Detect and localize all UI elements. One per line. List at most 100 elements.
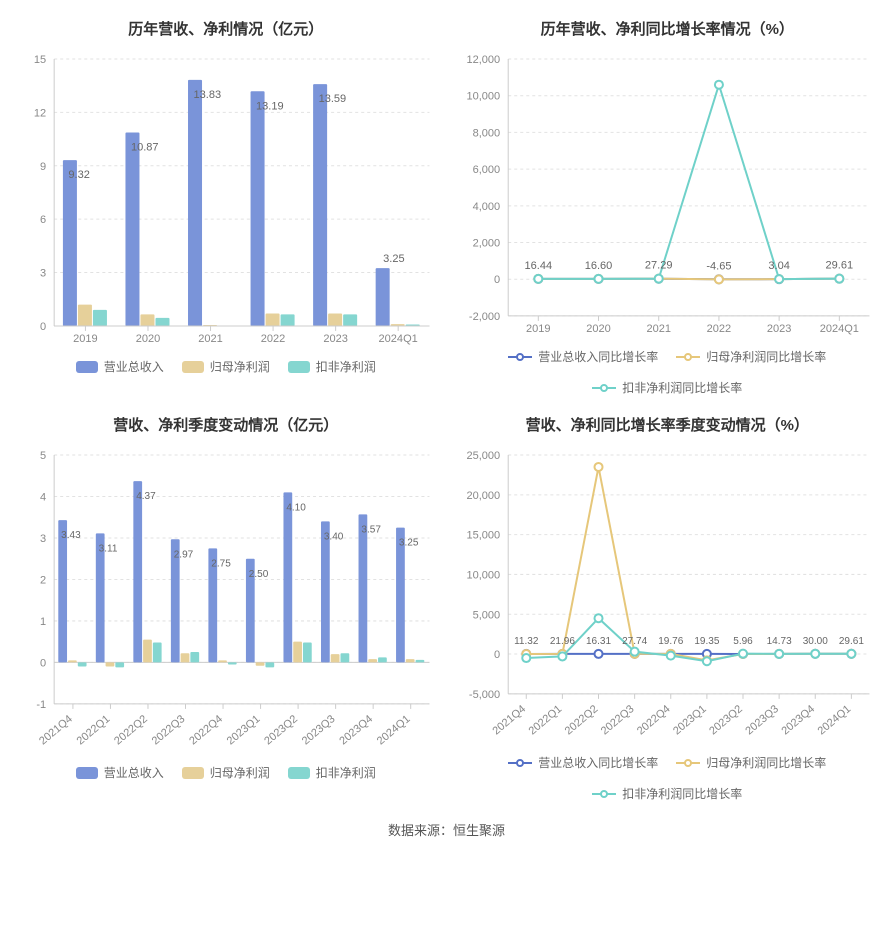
legend-label: 归母净利润 (210, 764, 270, 781)
svg-text:2022Q1: 2022Q1 (75, 713, 113, 747)
panel2-title: 历年营收、净利同比增长率情况（%） (452, 18, 884, 39)
svg-text:27.29: 27.29 (644, 260, 672, 272)
svg-text:2023Q3: 2023Q3 (300, 713, 338, 747)
svg-text:2023Q4: 2023Q4 (337, 713, 375, 747)
panel3-legend: 营业总收入归母净利润扣非净利润 (10, 764, 442, 781)
svg-text:2020: 2020 (136, 333, 161, 345)
svg-text:2023Q2: 2023Q2 (262, 713, 300, 747)
svg-text:2019: 2019 (73, 333, 98, 345)
svg-text:2022Q3: 2022Q3 (598, 703, 636, 737)
svg-text:2023Q1: 2023Q1 (225, 713, 263, 747)
legend-swatch (508, 351, 532, 363)
legend-label: 归母净利润同比增长率 (706, 754, 826, 771)
panel1-legend: 营业总收入归母净利润扣非净利润 (10, 358, 442, 375)
svg-text:13.83: 13.83 (194, 89, 222, 101)
svg-text:-2,000: -2,000 (468, 311, 499, 323)
legend-swatch (288, 767, 310, 779)
svg-text:6,000: 6,000 (472, 164, 500, 176)
panel4-legend: 营业总收入同比增长率归母净利润同比增长率扣非净利润同比增长率 (452, 754, 884, 802)
svg-text:19.35: 19.35 (694, 636, 719, 647)
legend-swatch (508, 757, 532, 769)
panel-annual-bars: 历年营收、净利情况（亿元） 036912159.3210.8713.8313.1… (10, 10, 442, 396)
svg-text:-4.65: -4.65 (706, 260, 731, 272)
legend-label: 营业总收入 (104, 358, 164, 375)
legend-swatch (676, 757, 700, 769)
svg-text:14.73: 14.73 (766, 636, 791, 647)
panel-quarter-growth: 营收、净利同比增长率季度变动情况（%） -5,00005,00010,00015… (452, 406, 884, 802)
svg-text:2023Q3: 2023Q3 (743, 703, 781, 737)
svg-text:2022Q2: 2022Q2 (112, 713, 150, 747)
svg-text:10.87: 10.87 (131, 142, 159, 154)
legend-item: 归母净利润 (182, 358, 270, 375)
legend-item: 归母净利润同比增长率 (676, 754, 826, 771)
svg-text:2024Q1: 2024Q1 (375, 713, 413, 747)
svg-text:29.61: 29.61 (825, 260, 853, 272)
svg-text:2021: 2021 (198, 333, 223, 345)
legend-item: 扣非净利润同比增长率 (592, 379, 742, 396)
svg-text:25,000: 25,000 (466, 450, 500, 462)
svg-text:3.57: 3.57 (361, 524, 381, 535)
svg-text:15,000: 15,000 (466, 530, 500, 542)
svg-text:2: 2 (40, 574, 46, 586)
legend-item: 营业总收入 (76, 764, 164, 781)
svg-text:8,000: 8,000 (472, 127, 500, 139)
svg-text:11.32: 11.32 (514, 636, 539, 647)
panel-quarter-bars: 营收、净利季度变动情况（亿元） -10123453.433.114.372.97… (10, 406, 442, 802)
svg-text:2022Q1: 2022Q1 (526, 703, 564, 737)
legend-swatch (676, 351, 700, 363)
legend-swatch (592, 382, 616, 394)
legend-swatch (182, 361, 204, 373)
svg-text:6: 6 (40, 214, 46, 226)
svg-text:2022Q4: 2022Q4 (634, 703, 672, 737)
svg-text:21.96: 21.96 (549, 636, 574, 647)
svg-text:4.37: 4.37 (136, 491, 156, 502)
panel2-chart: -2,00002,0004,0006,0008,00010,00012,0001… (452, 51, 884, 342)
svg-text:3.40: 3.40 (324, 531, 344, 542)
legend-item: 营业总收入同比增长率 (508, 348, 658, 365)
svg-text:3.04: 3.04 (768, 260, 789, 272)
panel2-legend: 营业总收入同比增长率 归母净利润同比增长率扣非净利润同比增长率 (452, 348, 884, 396)
svg-text:10,000: 10,000 (466, 91, 500, 103)
svg-text:16.44: 16.44 (524, 260, 552, 272)
svg-text:3.25: 3.25 (399, 538, 419, 549)
svg-text:13.19: 13.19 (256, 100, 284, 112)
svg-text:2023: 2023 (766, 323, 791, 335)
svg-text:2023: 2023 (323, 333, 348, 345)
svg-text:0: 0 (40, 321, 46, 333)
svg-text:3.25: 3.25 (383, 253, 404, 265)
panel4-chart: -5,00005,00010,00015,00020,00025,00011.3… (452, 447, 884, 748)
svg-text:2024Q1: 2024Q1 (815, 703, 853, 737)
svg-text:4,000: 4,000 (472, 201, 500, 213)
svg-text:2023Q1: 2023Q1 (671, 703, 709, 737)
svg-text:0: 0 (494, 649, 500, 661)
svg-text:2022Q2: 2022Q2 (562, 703, 600, 737)
svg-text:4.10: 4.10 (286, 502, 306, 513)
svg-text:3: 3 (40, 268, 46, 280)
svg-text:12: 12 (34, 107, 46, 119)
svg-text:2022Q4: 2022Q4 (187, 713, 225, 747)
svg-text:1: 1 (40, 616, 46, 628)
panel1-chart: 036912159.3210.8713.8313.1913.593.252019… (10, 51, 442, 352)
svg-text:0: 0 (494, 274, 500, 286)
svg-text:20,000: 20,000 (466, 490, 500, 502)
svg-text:3: 3 (40, 533, 46, 545)
legend-label: 归母净利润 (210, 358, 270, 375)
svg-text:2.75: 2.75 (211, 558, 231, 569)
panel1-title: 历年营收、净利情况（亿元） (10, 18, 442, 39)
svg-text:2021: 2021 (646, 323, 671, 335)
svg-text:10,000: 10,000 (466, 569, 500, 581)
svg-text:4: 4 (40, 492, 46, 504)
svg-text:3.11: 3.11 (99, 543, 118, 554)
legend-swatch (76, 361, 98, 373)
svg-text:16.31: 16.31 (585, 636, 610, 647)
legend-label: 归母净利润同比增长率 (706, 348, 826, 365)
svg-text:27.74: 27.74 (622, 636, 647, 647)
svg-text:2021Q4: 2021Q4 (490, 703, 528, 737)
svg-text:2024Q1: 2024Q1 (379, 333, 418, 345)
svg-text:2,000: 2,000 (472, 238, 500, 250)
svg-text:2020: 2020 (586, 323, 611, 335)
svg-text:9.32: 9.32 (68, 169, 89, 181)
legend-label: 扣非净利润同比增长率 (622, 379, 742, 396)
legend-item: 归母净利润同比增长率 (676, 348, 826, 365)
svg-text:9: 9 (40, 161, 46, 173)
